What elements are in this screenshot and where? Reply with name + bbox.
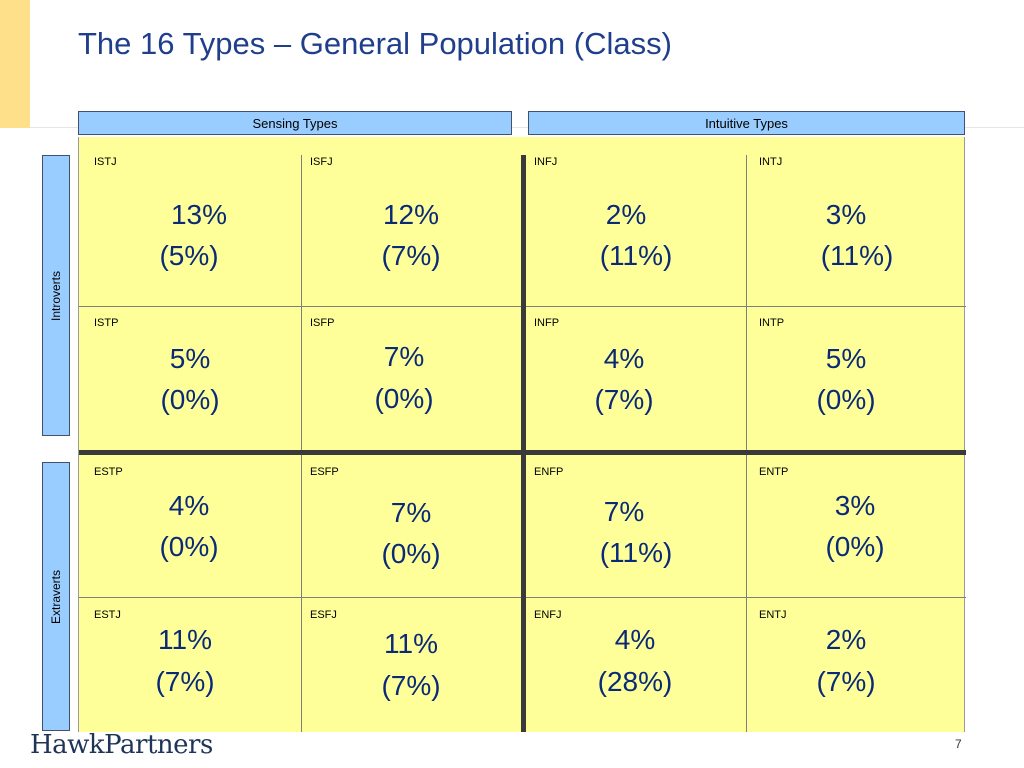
- type-label: ESFP: [310, 466, 339, 478]
- class-percent: (7%): [816, 666, 876, 697]
- general-percent: 7%: [603, 496, 645, 527]
- page-number: 7: [955, 737, 962, 751]
- hawkpartners-logo: HawkPartners: [30, 730, 213, 760]
- class-percent: (0%): [160, 384, 220, 415]
- general-percent: 11%: [384, 628, 438, 659]
- general-percent: 3%: [825, 199, 867, 230]
- type-label: ESTP: [94, 466, 123, 478]
- grid-center-divider: [79, 450, 966, 455]
- general-percent: 5%: [825, 343, 867, 374]
- general-percent: 2%: [605, 199, 647, 230]
- general-percent: 4%: [614, 624, 656, 655]
- class-percent: (0%): [381, 538, 441, 569]
- row-header-label: Extraverts: [49, 569, 64, 624]
- type-label: ENFP: [534, 466, 564, 478]
- general-percent: 4%: [168, 490, 210, 521]
- class-percent: (7%): [594, 384, 654, 415]
- general-percent: 11%: [158, 624, 212, 655]
- type-grid: ISTJ 13% (5%) ISFJ 12% (7%) INFJ 2% (11%…: [78, 137, 966, 732]
- general-percent: 2%: [825, 624, 867, 655]
- top-divider: [30, 127, 1024, 128]
- type-label: ENTJ: [759, 609, 787, 621]
- column-header-intuitive: Intuitive Types: [528, 111, 965, 135]
- general-percent: 12%: [382, 199, 440, 230]
- class-percent: (0%): [825, 531, 885, 562]
- grid-divider: [746, 155, 747, 732]
- type-label: ISFP: [310, 317, 335, 329]
- class-percent: (28%): [597, 666, 673, 697]
- row-header-label: Introverts: [49, 270, 64, 321]
- general-percent: 7%: [383, 341, 425, 372]
- class-percent: (7%): [381, 670, 441, 701]
- row-header-extraverts: Extraverts: [42, 462, 70, 731]
- class-percent: (0%): [816, 384, 876, 415]
- grid-divider: [301, 155, 302, 732]
- class-percent: (0%): [374, 383, 434, 414]
- accent-bar: [0, 0, 30, 128]
- page-title: The 16 Types – General Population (Class…: [78, 26, 672, 61]
- type-label: INTP: [759, 317, 785, 329]
- general-percent: 4%: [603, 343, 645, 374]
- class-percent: (11%): [820, 240, 894, 271]
- type-label: INFJ: [534, 156, 558, 168]
- class-percent: (0%): [159, 531, 219, 562]
- type-label: ISTJ: [94, 156, 117, 168]
- type-label: INFP: [534, 317, 560, 329]
- general-percent: 7%: [390, 497, 432, 528]
- class-percent: (5%): [159, 240, 219, 271]
- type-label: ENFJ: [534, 609, 562, 621]
- type-label: ISTP: [94, 317, 119, 329]
- type-label: ISFJ: [310, 156, 333, 168]
- grid-center-divider: [521, 155, 526, 732]
- type-label: INTJ: [759, 156, 783, 168]
- general-percent: 13%: [170, 199, 228, 230]
- class-percent: (7%): [155, 666, 215, 697]
- type-label: ESFJ: [310, 609, 337, 621]
- general-percent: 3%: [834, 490, 876, 521]
- column-header-sensing: Sensing Types: [78, 111, 512, 135]
- class-percent: (11%): [599, 240, 673, 271]
- class-percent: (7%): [381, 240, 441, 271]
- type-label: ENTP: [759, 466, 789, 478]
- general-percent: 5%: [169, 343, 211, 374]
- class-percent: (11%): [599, 537, 673, 568]
- row-header-introverts: Introverts: [42, 155, 70, 436]
- type-label: ESTJ: [94, 609, 121, 621]
